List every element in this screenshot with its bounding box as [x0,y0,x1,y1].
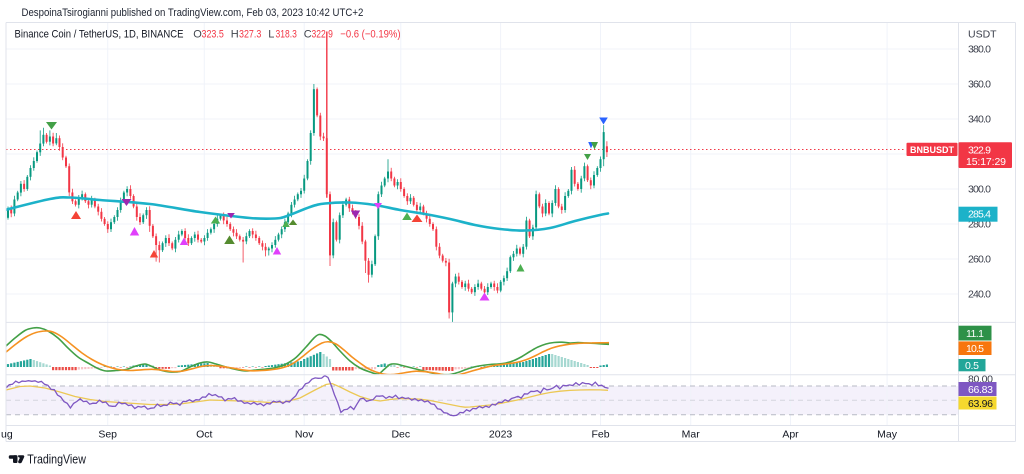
svg-text:DespoinaTsirogianni published: DespoinaTsirogianni published on Trading… [22,7,364,19]
svg-text:Apr: Apr [782,428,799,440]
svg-text:Sep: Sep [98,428,117,440]
svg-text:ug: ug [1,428,13,440]
svg-text:285.4: 285.4 [968,209,991,221]
svg-text:−0.6 (−0.19%): −0.6 (−0.19%) [340,28,400,40]
svg-text:Binance Coin / TetherUS, 1D, B: Binance Coin / TetherUS, 1D, BINANCE [15,28,184,40]
svg-text:323.5: 323.5 [202,28,224,40]
svg-text:66.83: 66.83 [968,384,993,396]
svg-text:260.0: 260.0 [968,254,991,266]
svg-text:380.0: 380.0 [968,44,991,56]
svg-text:Nov: Nov [295,428,314,440]
svg-text:11.1: 11.1 [966,328,984,340]
svg-text:TradingView: TradingView [27,452,86,466]
svg-text:Oct: Oct [196,428,212,440]
svg-text:322.9: 322.9 [312,28,333,40]
svg-text:360.0: 360.0 [968,79,991,91]
svg-text:10.5: 10.5 [966,343,984,355]
svg-text:0.5: 0.5 [965,360,979,372]
svg-text:O: O [193,28,202,40]
svg-text:USDT: USDT [968,29,997,41]
svg-text:Dec: Dec [391,428,410,440]
svg-text:15:17:29: 15:17:29 [966,156,1006,168]
svg-text:300.0: 300.0 [968,184,991,196]
svg-text:2023: 2023 [489,428,513,440]
svg-text:240.0: 240.0 [968,289,991,301]
svg-text:322.9: 322.9 [968,144,991,156]
svg-text:Feb: Feb [591,428,609,440]
svg-text:BNBUSDT: BNBUSDT [910,145,955,155]
svg-text:L: L [268,28,274,40]
svg-text:327.3: 327.3 [239,28,261,40]
svg-text:C: C [304,28,312,40]
svg-text:May: May [877,428,898,440]
svg-text:63.96: 63.96 [968,398,993,410]
svg-text:318.3: 318.3 [276,28,297,40]
svg-text:Mar: Mar [682,428,701,440]
svg-text:340.0: 340.0 [968,114,991,126]
svg-text:H: H [231,28,239,40]
